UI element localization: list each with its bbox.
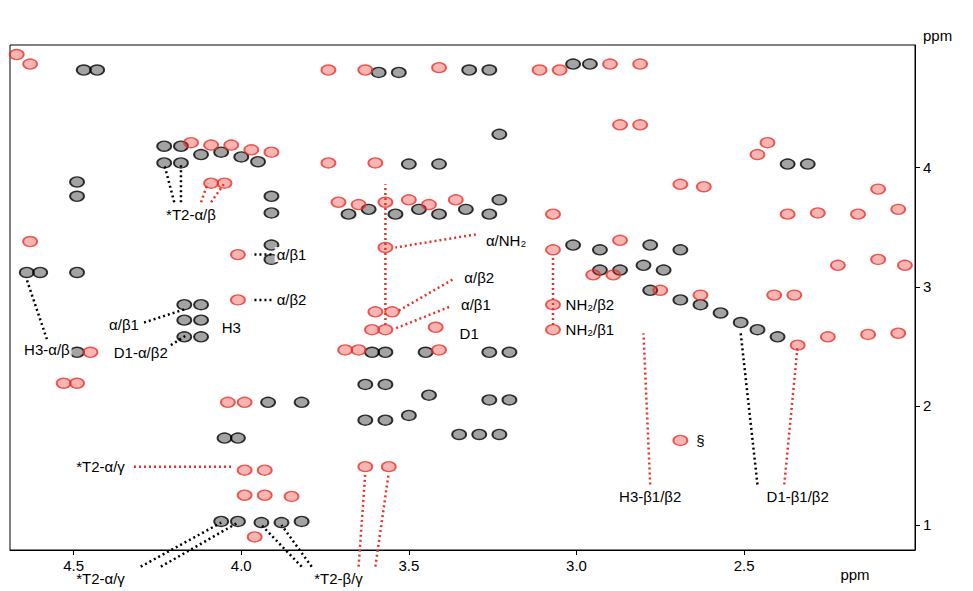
svg-text:ppm: ppm [840, 566, 869, 583]
svg-text:3.5: 3.5 [398, 557, 419, 574]
svg-text:ppm: ppm [923, 27, 952, 44]
svg-text:*T2-β/γ: *T2-β/γ [314, 570, 363, 587]
svg-text:α/β1: α/β1 [461, 296, 491, 313]
svg-text:*T2-α/β: *T2-α/β [166, 206, 216, 223]
svg-text:α/β2: α/β2 [277, 291, 307, 308]
svg-text:D1: D1 [460, 325, 479, 342]
svg-text:α/β2: α/β2 [464, 269, 494, 286]
svg-text:H3-α/β: H3-α/β [24, 341, 70, 358]
svg-text:H3-β1/β2: H3-β1/β2 [619, 488, 681, 505]
svg-text:α/β1: α/β1 [277, 246, 307, 263]
svg-text:D1-β1/β2: D1-β1/β2 [767, 488, 829, 505]
svg-text:*T2-α/γ: *T2-α/γ [76, 458, 125, 475]
svg-text:2.5: 2.5 [734, 557, 755, 574]
svg-text:α/NH₂: α/NH₂ [486, 232, 527, 249]
svg-text:4.0: 4.0 [231, 557, 252, 574]
svg-text:3.0: 3.0 [566, 557, 587, 574]
svg-text:3: 3 [923, 278, 931, 295]
svg-text:§: § [696, 432, 704, 449]
svg-text:H3: H3 [222, 319, 241, 336]
svg-text:NH₂/β1: NH₂/β1 [566, 321, 615, 338]
svg-text:1: 1 [923, 516, 931, 533]
svg-text:2: 2 [923, 397, 931, 414]
svg-text:NH₂/β2: NH₂/β2 [566, 296, 615, 313]
svg-text:4: 4 [923, 159, 931, 176]
svg-text:α/β1: α/β1 [109, 316, 139, 333]
svg-text:D1-α/β2: D1-α/β2 [114, 344, 168, 361]
svg-text:*T2-α/γ: *T2-α/γ [76, 570, 125, 587]
svg-text:4.5: 4.5 [63, 557, 85, 574]
